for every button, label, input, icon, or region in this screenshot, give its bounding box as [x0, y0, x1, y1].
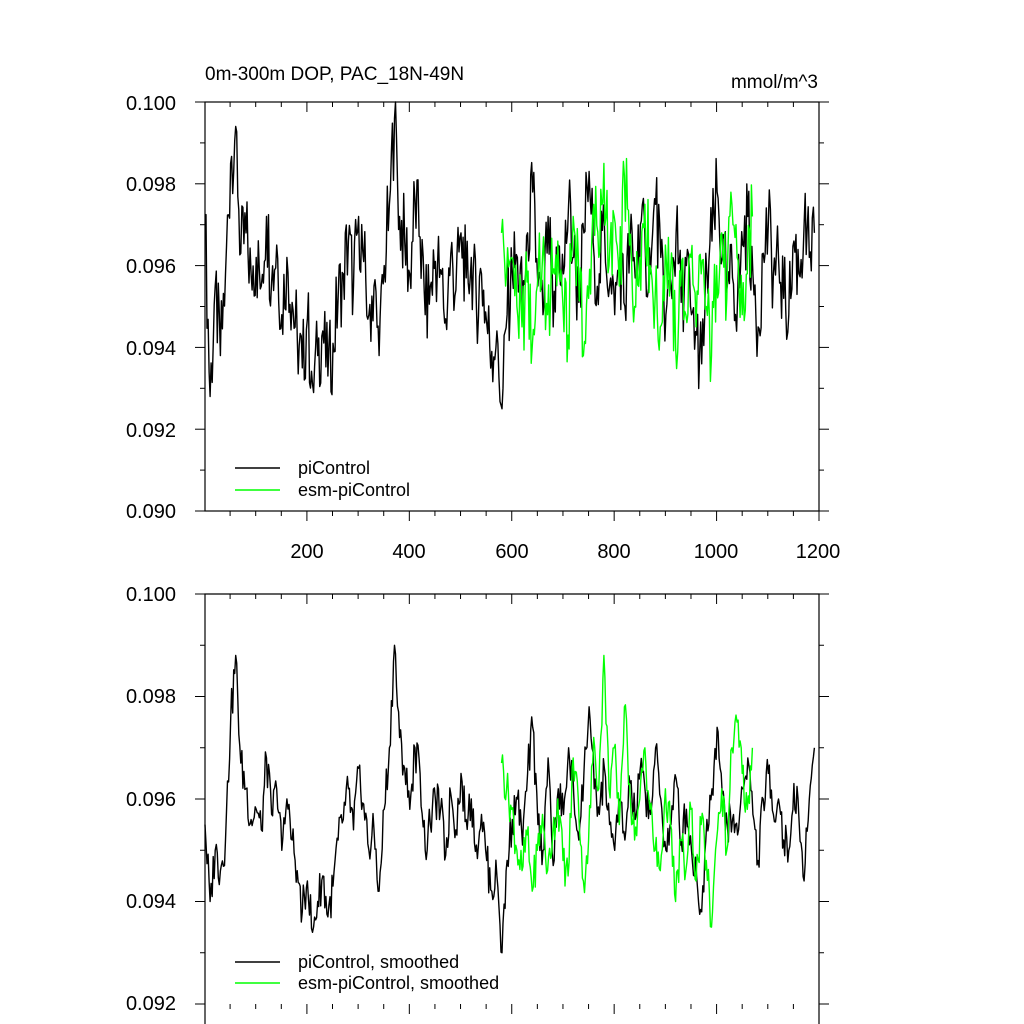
top-panel: 0m-300m DOP, PAC_18N-49N mmol/m^3 0.090 …: [126, 64, 840, 563]
bottom-panel: 0.092 0.094 0.096 0.098 0.100 piControl,…: [126, 584, 829, 1024]
top-y-tick-label: 0.090: [126, 501, 176, 523]
top-series-line-picontrol: [204, 101, 816, 410]
top-title-left: 0m-300m DOP, PAC_18N-49N: [205, 64, 464, 85]
top-ticks: [195, 101, 829, 521]
bottom-y-tick-label: 0.098: [126, 686, 176, 708]
top-y-tick-label: 0.098: [126, 174, 176, 196]
top-plot-frame: [204, 101, 820, 512]
bottom-legend: piControl, smoothed esm-piControl, smoot…: [235, 952, 499, 993]
top-legend: piControl esm-piControl: [235, 458, 410, 500]
top-x-tick-label: 1200: [796, 541, 841, 563]
bottom-plot-frame: [204, 593, 820, 1024]
bottom-y-tick-label: 0.092: [126, 993, 176, 1015]
bottom-y-tick-label: 0.100: [126, 584, 176, 606]
bottom-y-tick-label: 0.094: [126, 891, 176, 913]
bottom-legend-label-esm-picontrol-smoothed: esm-piControl, smoothed: [298, 973, 499, 993]
top-legend-label-picontrol: piControl: [298, 458, 370, 478]
top-y-tick-labels: 0.090 0.092 0.094 0.096 0.098 0.100: [126, 93, 176, 523]
top-y-tick-label: 0.096: [126, 256, 176, 278]
top-x-tick-label: 1000: [694, 541, 739, 563]
bottom-series-line-esm-picontrol: [500, 654, 754, 928]
top-series: [204, 101, 816, 410]
top-x-tick-labels: 200 400 600 800 1000 1200: [290, 541, 840, 563]
top-y-tick-label: 0.092: [126, 420, 176, 442]
top-y-tick-label: 0.094: [126, 338, 176, 360]
bottom-y-tick-labels: 0.092 0.094 0.096 0.098 0.100: [126, 584, 176, 1015]
top-x-tick-label: 200: [290, 541, 323, 563]
top-title-right: mmol/m^3: [731, 72, 818, 93]
bottom-legend-label-picontrol-smoothed: piControl, smoothed: [298, 952, 459, 972]
top-x-tick-label: 600: [495, 541, 528, 563]
bottom-series: [204, 644, 816, 954]
top-x-tick-label: 400: [392, 541, 425, 563]
bottom-ticks: [195, 593, 829, 1014]
bottom-series-line-picontrol: [204, 644, 816, 954]
top-series-line-esm-picontrol: [500, 157, 754, 383]
top-x-tick-label: 800: [597, 541, 630, 563]
top-y-tick-label: 0.100: [126, 93, 176, 115]
top-legend-label-esm-picontrol: esm-piControl: [298, 480, 410, 500]
bottom-y-tick-label: 0.096: [126, 789, 176, 811]
